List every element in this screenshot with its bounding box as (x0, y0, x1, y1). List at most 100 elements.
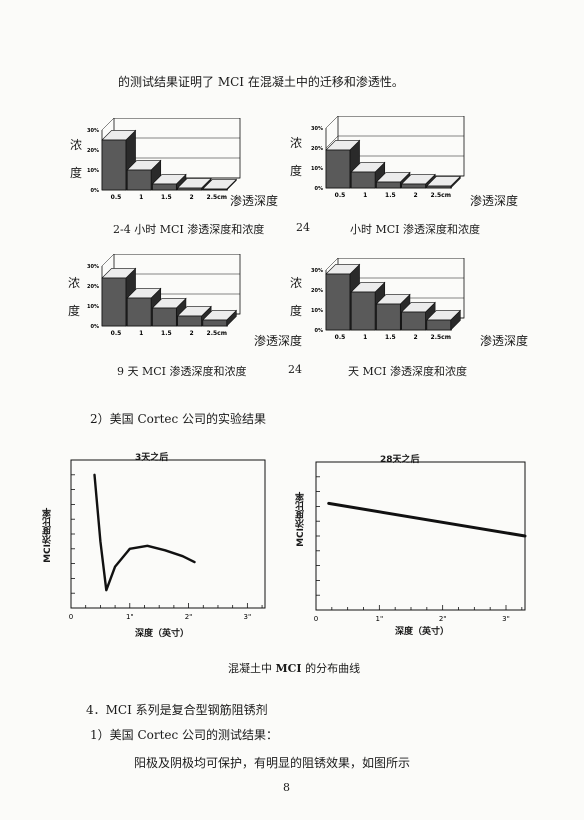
bar-chart-3: 浓 度 30% 20% 10% 0% 0.5 1 1.5 2 2.5cm (60, 250, 260, 337)
gridline (325, 116, 339, 129)
y-tick-label: 20% (311, 288, 323, 294)
plot-frame (315, 461, 526, 611)
section-4-subheading: 1）美国 Cortec 公司的测试结果： (90, 728, 279, 742)
data-curve (327, 501, 527, 538)
chart-4-xlabel: 渗透深度 (480, 334, 529, 348)
chart-3-xlabel: 渗透深度 (254, 334, 303, 348)
chart-ylabel-top: 浓 (290, 136, 303, 150)
gridline (325, 135, 339, 149)
x-tick-label: 1" (375, 615, 383, 623)
bar (151, 173, 187, 191)
y-tick-label: 20% (311, 146, 323, 152)
x-tick-label: 2.5cm (431, 334, 451, 341)
y-tick-label: 0% (315, 328, 324, 334)
bar (202, 178, 238, 191)
section-4-heading: 4．MCI 系列是复合型钢筋阻锈剂 (86, 703, 268, 717)
chart-ylabel-bottom: 度 (70, 166, 83, 180)
y-tick-label: 10% (311, 308, 323, 314)
curve-chart-title: 28天之后 (380, 455, 420, 465)
x-tick-label: 2.5cm (207, 330, 227, 337)
curve-chart-2: 28天之后 MCI浓度比率 0 1" 2" 3" 深度（英寸） (296, 450, 540, 640)
y-tick-label: 20% (87, 148, 99, 154)
figure-caption-suffix: 的分布曲线 (301, 662, 361, 675)
curve-chart-2-svg: 0 1" 2" 3" (314, 461, 527, 623)
x-tick-label: 1 (363, 334, 367, 341)
chart-ylabel-top: 浓 (70, 138, 83, 152)
x-tick-label: 0 (69, 613, 73, 621)
y-tick-label: 10% (87, 168, 99, 174)
y-tick-label: 20% (87, 284, 99, 290)
bar (426, 309, 462, 331)
bar-chart-1: 浓 度 30% 20% 10% 0% 0.5 1 1.5 2 2.5cm (60, 118, 260, 204)
x-tick-label: 2 (189, 194, 193, 201)
x-tick-label: 2.5cm (431, 192, 451, 199)
x-tick-label: 2 (189, 330, 193, 337)
chart-1-caption: 2-4 小时 MCI 渗透深度和浓度 (113, 223, 265, 236)
bar-chart-2: 浓 度 30% 20% 10% 0% 0.5 1 1.5 2 2.5cm (288, 112, 488, 199)
chart-2-xlabel: 渗透深度 (470, 194, 519, 208)
x-tick-label: 1.5 (385, 334, 396, 341)
chart-ylabel-top: 浓 (68, 276, 81, 290)
y-tick-label: 10% (311, 166, 323, 172)
curve-chart-1: 3天之后 MCI浓度比率 0 1" 2" 3" 深度（英寸） (43, 448, 280, 639)
x-tick-label: 3" (244, 613, 252, 621)
x-tick-label: 0.5 (335, 334, 346, 341)
bar (426, 175, 462, 189)
x-tick-label: 1.5 (161, 194, 172, 201)
x-tick-label: 1" (126, 613, 134, 621)
curve-chart-ylabel: MCI浓度比率 (43, 508, 53, 563)
figure-caption-prefix: 混凝土中 (228, 662, 276, 675)
x-tick-label: 1 (139, 330, 143, 337)
section-2-heading: 2）美国 Cortec 公司的实验结果 (90, 412, 267, 426)
gridline (325, 258, 339, 271)
page-number: 8 (283, 781, 290, 794)
y-tick-label: 0% (91, 188, 100, 194)
chart-ylabel-top: 浓 (290, 276, 303, 290)
x-tick-label: 0.5 (111, 194, 122, 201)
curve-chart-title: 3天之后 (135, 453, 169, 463)
x-tick-label: 2" (185, 613, 193, 621)
data-curve (93, 473, 196, 592)
x-tick-label: 1.5 (161, 330, 172, 337)
y-tick-label: 30% (311, 268, 323, 274)
y-tick-label: 0% (315, 186, 324, 192)
chart-4-caption: 天 MCI 渗透深度和浓度 (348, 365, 468, 378)
bar-chart-4: 浓 度 30% 20% 10% 0% 0.5 1 1.5 2 2.5cm (288, 258, 488, 344)
x-tick-label: 0.5 (335, 192, 346, 199)
y-tick-label: 30% (87, 128, 99, 134)
x-tick-label: 0 (314, 615, 318, 623)
x-tick-label: 0.5 (111, 330, 122, 337)
curve-chart-1-svg: 0 1" 2" 3" (69, 459, 266, 621)
chart-4-caption-prefix: 24 (288, 363, 302, 376)
bar-chart-4-svg: 30% 20% 10% 0% 0.5 1 1.5 2 2.5cm (311, 258, 465, 341)
figure-caption: 混凝土中 MCI 的分布曲线 (228, 660, 360, 676)
chart-1-xlabel: 渗透深度 (230, 194, 279, 208)
gridline (101, 118, 115, 131)
x-tick-label: 2 (413, 334, 417, 341)
curve-chart-xlabel: 深度（英寸） (395, 627, 450, 637)
bar-chart-1-svg: 30% 20% 10% 0% 0.5 1 1.5 2 2.5cm (87, 118, 241, 201)
x-tick-label: 2.5cm (207, 194, 227, 201)
x-tick-label: 1 (363, 192, 367, 199)
chart-ylabel-bottom: 度 (290, 304, 303, 318)
y-tick-label: 0% (91, 324, 100, 330)
chart-2-caption: 小时 MCI 渗透深度和浓度 (350, 223, 481, 236)
y-tick-label: 10% (87, 304, 99, 310)
x-tick-label: 2 (413, 192, 417, 199)
chart-2-caption-prefix: 24 (296, 221, 310, 234)
gridline (101, 254, 115, 267)
y-tick-label: 30% (311, 126, 323, 132)
x-tick-label: 1 (139, 194, 143, 201)
x-tick-label: 1.5 (385, 192, 396, 199)
x-tick-label: 2" (439, 615, 447, 623)
chart-3-caption: 9 天 MCI 渗透深度和浓度 (117, 365, 247, 378)
chart-ylabel-bottom: 度 (290, 164, 303, 178)
curve-chart-xlabel: 深度（英寸） (135, 629, 190, 639)
chart-ylabel-bottom: 度 (68, 304, 81, 318)
section-4-body: 阳极及阴极均可保护，有明显的阻锈效果，如图所示 (134, 756, 411, 770)
y-tick-label: 30% (87, 264, 99, 270)
bar (202, 309, 238, 327)
bar-chart-2-svg: 30% 20% 10% 0% 0.5 1 1.5 2 2.5cm (311, 116, 465, 199)
x-tick-label: 3" (502, 615, 510, 623)
bar-chart-3-svg: 30% 20% 10% 0% 0.5 1 1.5 2 2.5cm (87, 254, 241, 337)
